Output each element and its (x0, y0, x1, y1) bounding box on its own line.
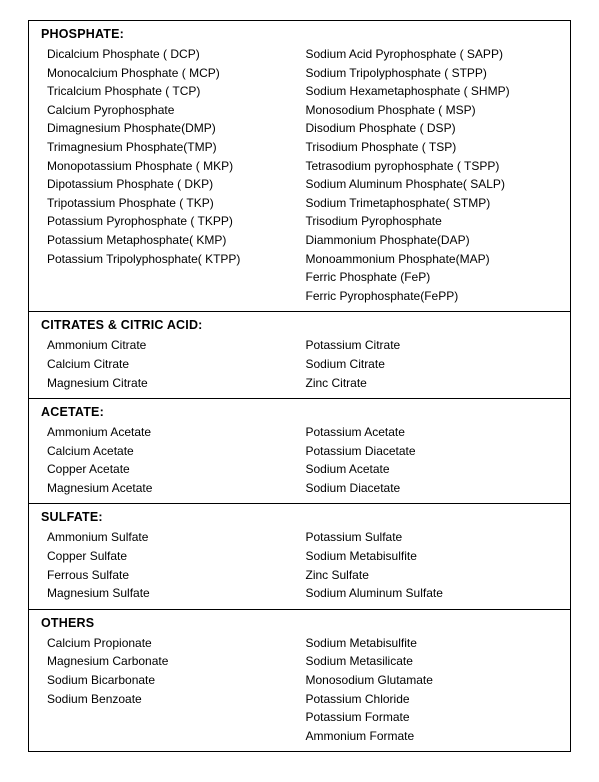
list-item: Potassium Acetate (306, 423, 563, 442)
list-item: Sodium Hexametaphosphate ( SHMP) (306, 82, 563, 101)
section: OTHERS Calcium PropionateMagnesium Carbon… (29, 610, 570, 752)
list-item: Magnesium Acetate (47, 479, 304, 498)
list-item: Magnesium Citrate (47, 374, 304, 393)
columns: Calcium PropionateMagnesium CarbonateSod… (41, 634, 562, 746)
list-item: Trisodium Pyrophosphate (306, 212, 563, 231)
list-item: Sodium Benzoate (47, 690, 304, 709)
list-item: Magnesium Sulfate (47, 584, 304, 603)
list-item: Monosodium Phosphate ( MSP) (306, 101, 563, 120)
section-title: OTHERS (41, 616, 562, 630)
section-title: PHOSPHATE: (41, 27, 562, 41)
list-item: Monocalcium Phosphate ( MCP) (47, 64, 304, 83)
list-item: Monoammonium Phosphate(MAP) (306, 250, 563, 269)
section: PHOSPHATE:Dicalcium Phosphate ( DCP)Mono… (29, 21, 570, 312)
list-item: Potassium Citrate (306, 336, 563, 355)
section-title: ACETATE: (41, 405, 562, 419)
column-left: Calcium PropionateMagnesium CarbonateSod… (41, 634, 304, 746)
list-item: Diammonium Phosphate(DAP) (306, 231, 563, 250)
list-item: Ferric Pyrophosphate(FePP) (306, 287, 563, 306)
list-item: Dipotassium Phosphate ( DKP) (47, 175, 304, 194)
column-left: Ammonium CitrateCalcium CitrateMagnesium… (41, 336, 304, 392)
page: PHOSPHATE:Dicalcium Phosphate ( DCP)Mono… (0, 0, 599, 772)
list-item: Ammonium Citrate (47, 336, 304, 355)
list-item: Calcium Propionate (47, 634, 304, 653)
columns: Ammonium CitrateCalcium CitrateMagnesium… (41, 336, 562, 392)
list-item: Calcium Citrate (47, 355, 304, 374)
section: SULFATE: Ammonium SulfateCopper SulfateFe… (29, 504, 570, 609)
list-item: Trimagnesium Phosphate(TMP) (47, 138, 304, 157)
column-right: Potassium AcetatePotassium DiacetateSodi… (304, 423, 563, 497)
list-item: Dicalcium Phosphate ( DCP) (47, 45, 304, 64)
list-item: Sodium Acid Pyrophosphate ( SAPP) (306, 45, 563, 64)
column-right: Potassium CitrateSodium CitrateZinc Citr… (304, 336, 563, 392)
list-item: Zinc Citrate (306, 374, 563, 393)
list-item: Sodium Bicarbonate (47, 671, 304, 690)
list-item: Sodium Aluminum Sulfate (306, 584, 563, 603)
list-item: Sodium Acetate (306, 460, 563, 479)
column-left: Ammonium SulfateCopper SulfateFerrous Su… (41, 528, 304, 602)
section: ACETATE: Ammonium AcetateCalcium AcetateC… (29, 399, 570, 504)
list-item: Sodium Metabisulfite (306, 634, 563, 653)
list-item: Ammonium Formate (306, 727, 563, 746)
section-title: SULFATE: (41, 510, 562, 524)
list-item: Copper Sulfate (47, 547, 304, 566)
list-item: Potassium Pyrophosphate ( TKPP) (47, 212, 304, 231)
columns: Ammonium AcetateCalcium AcetateCopper Ac… (41, 423, 562, 497)
list-item: Potassium Sulfate (306, 528, 563, 547)
list-item: Sodium Diacetate (306, 479, 563, 498)
column-left: Ammonium AcetateCalcium AcetateCopper Ac… (41, 423, 304, 497)
list-item: Tricalcium Phosphate ( TCP) (47, 82, 304, 101)
list-item: Sodium Tripolyphosphate ( STPP) (306, 64, 563, 83)
list-item: Trisodium Phosphate ( TSP) (306, 138, 563, 157)
list-item: Sodium Trimetaphosphate( STMP) (306, 194, 563, 213)
list-item: Magnesium Carbonate (47, 652, 304, 671)
list-item: Sodium Citrate (306, 355, 563, 374)
list-item: Potassium Formate (306, 708, 563, 727)
list-item: Monopotassium Phosphate ( MKP) (47, 157, 304, 176)
list-item: Monosodium Glutamate (306, 671, 563, 690)
list-item: Tetrasodium pyrophosphate ( TSPP) (306, 157, 563, 176)
list-item: Potassium Tripolyphosphate( KTPP) (47, 250, 304, 269)
columns: Dicalcium Phosphate ( DCP)Monocalcium Ph… (41, 45, 562, 305)
column-right: Sodium Acid Pyrophosphate ( SAPP)Sodium … (304, 45, 563, 305)
list-item: Potassium Metaphosphate( KMP) (47, 231, 304, 250)
list-item: Disodium Phosphate ( DSP) (306, 119, 563, 138)
table-outer: PHOSPHATE:Dicalcium Phosphate ( DCP)Mono… (28, 20, 571, 752)
list-item: Ammonium Sulfate (47, 528, 304, 547)
section-title: CITRATES & CITRIC ACID: (41, 318, 562, 332)
list-item: Tripotassium Phosphate ( TKP) (47, 194, 304, 213)
list-item: Ammonium Acetate (47, 423, 304, 442)
column-left: Dicalcium Phosphate ( DCP)Monocalcium Ph… (41, 45, 304, 305)
list-item: Dimagnesium Phosphate(DMP) (47, 119, 304, 138)
list-item: Sodium Metasilicate (306, 652, 563, 671)
column-right: Sodium MetabisulfiteSodium MetasilicateM… (304, 634, 563, 746)
list-item: Zinc Sulfate (306, 566, 563, 585)
list-item: Copper Acetate (47, 460, 304, 479)
list-item: Sodium Metabisulfite (306, 547, 563, 566)
column-right: Potassium SulfateSodium MetabisulfiteZin… (304, 528, 563, 602)
columns: Ammonium SulfateCopper SulfateFerrous Su… (41, 528, 562, 602)
section: CITRATES & CITRIC ACID: Ammonium CitrateC… (29, 312, 570, 399)
list-item: Ferric Phosphate (FeP) (306, 268, 563, 287)
list-item: Calcium Acetate (47, 442, 304, 461)
list-item: Calcium Pyrophosphate (47, 101, 304, 120)
list-item: Potassium Chloride (306, 690, 563, 709)
list-item: Potassium Diacetate (306, 442, 563, 461)
list-item: Sodium Aluminum Phosphate( SALP) (306, 175, 563, 194)
list-item: Ferrous Sulfate (47, 566, 304, 585)
